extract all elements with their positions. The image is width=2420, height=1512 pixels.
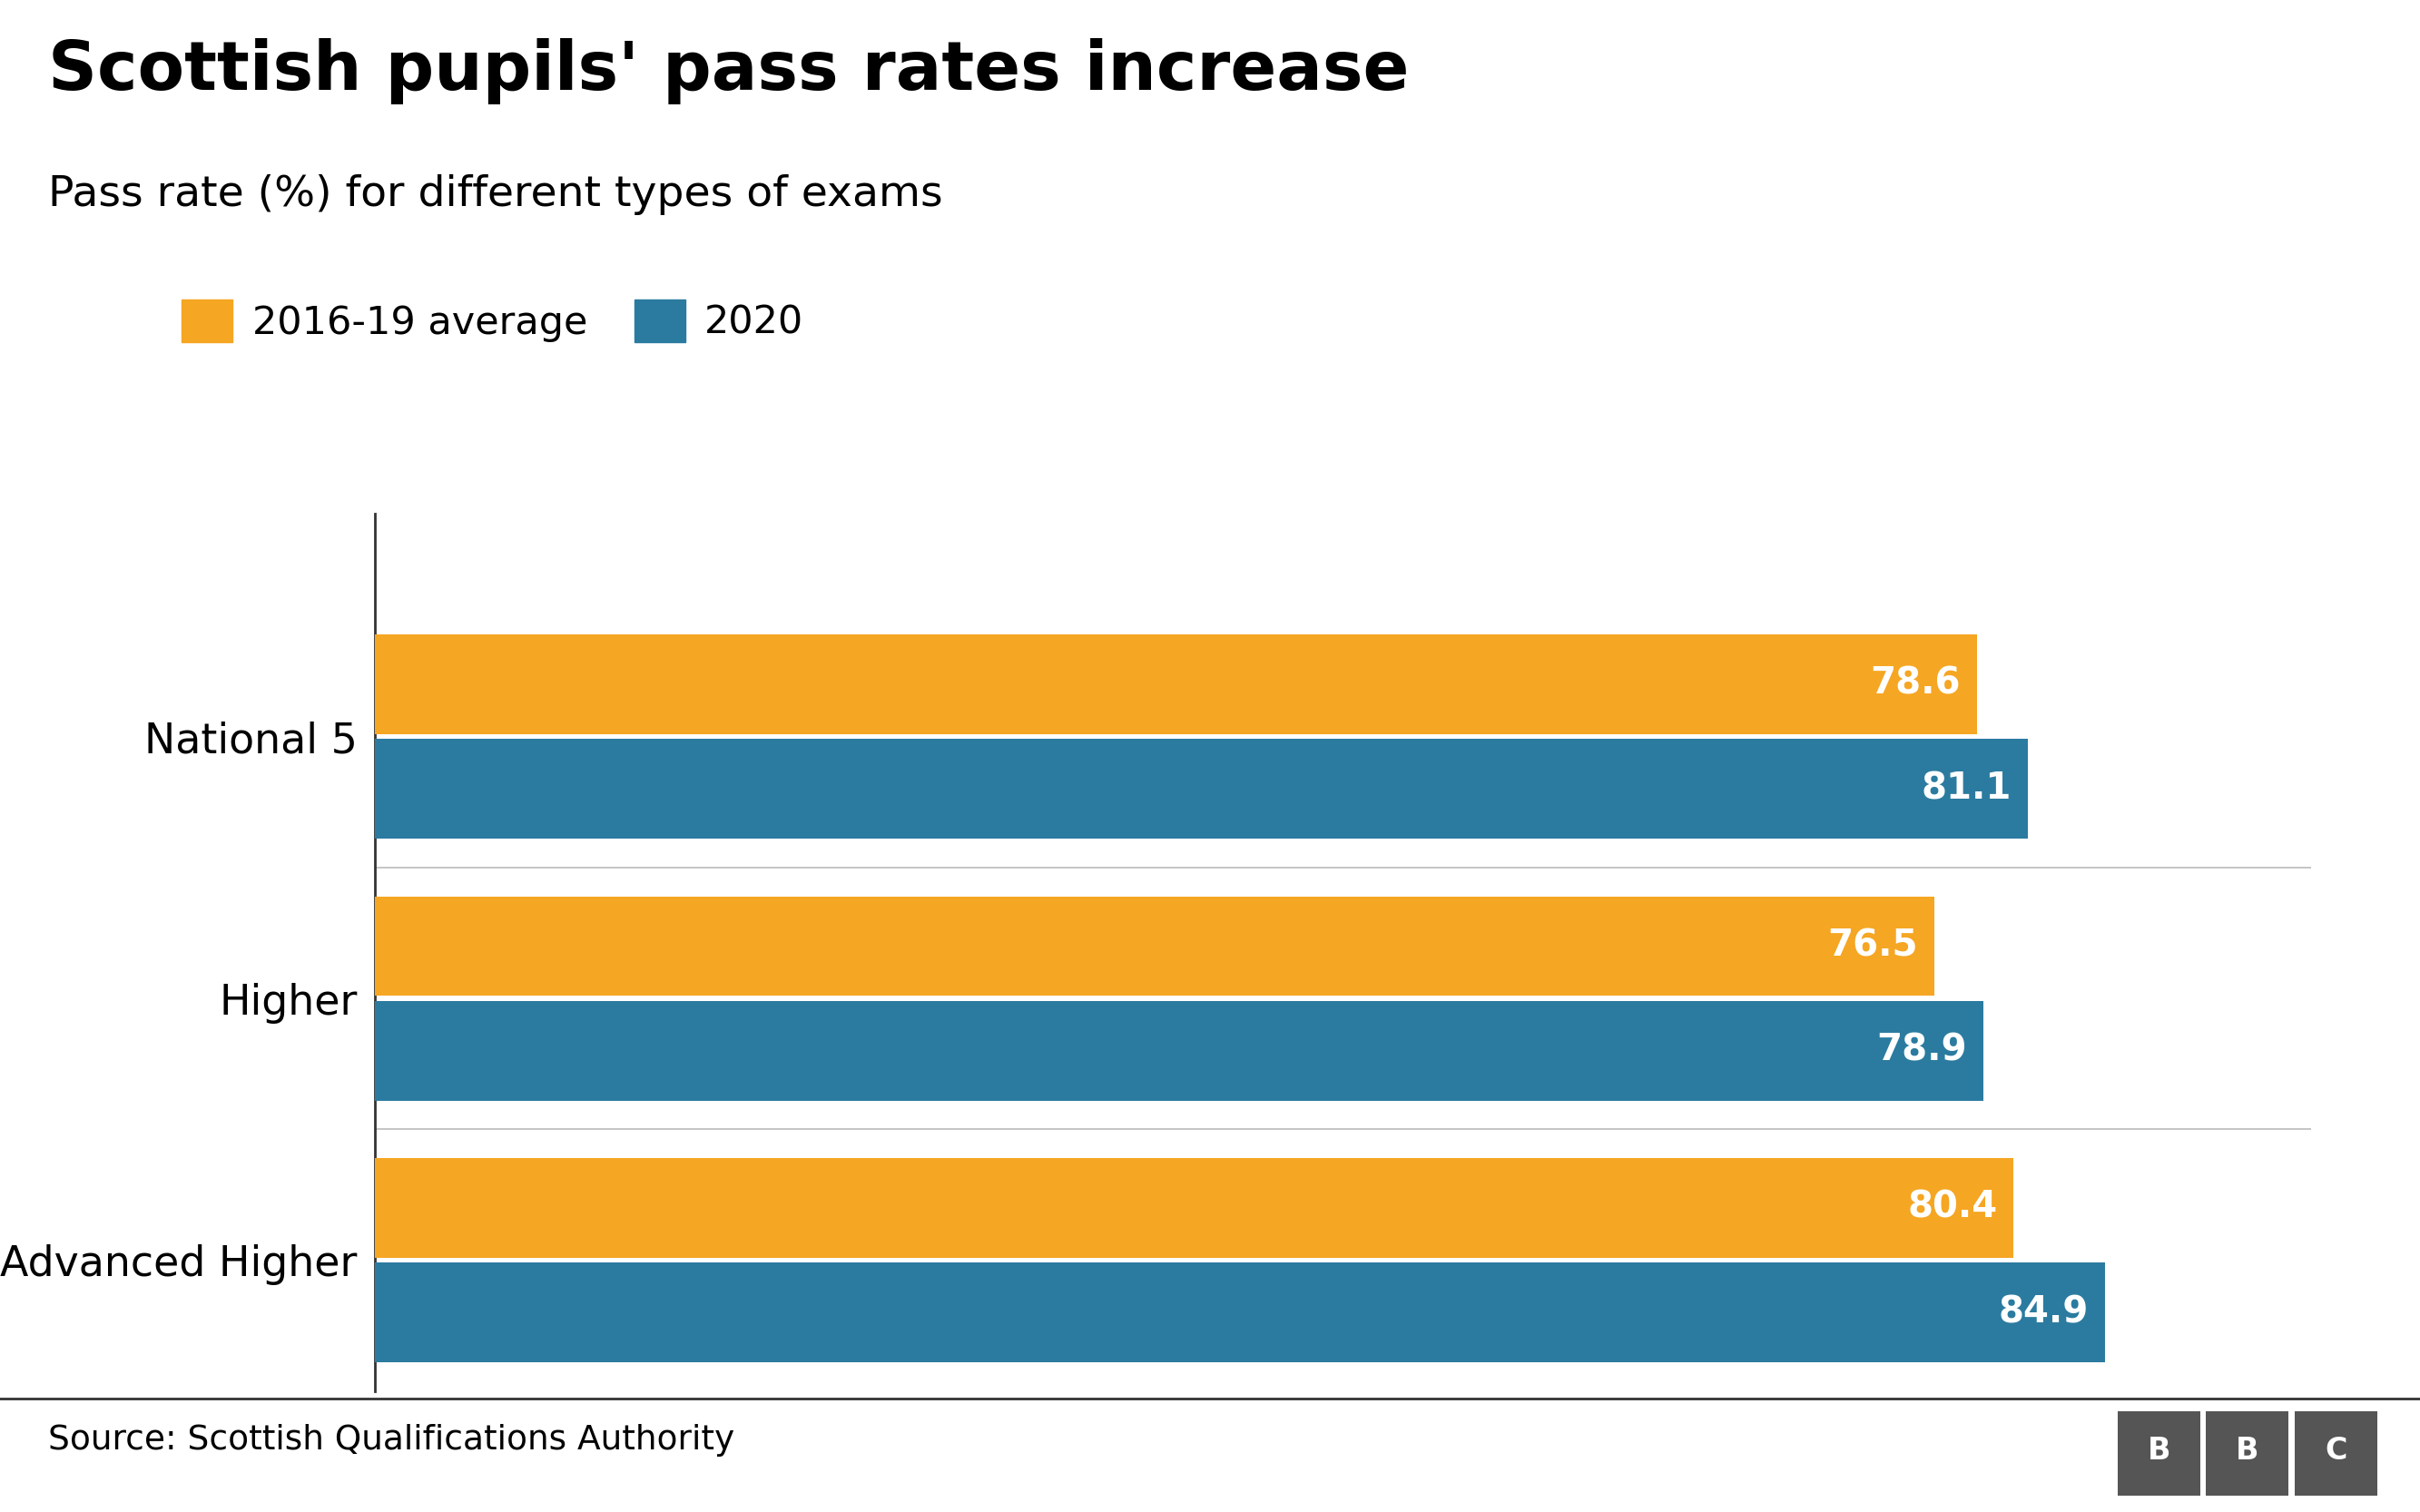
- Legend: 2016-19 average, 2020: 2016-19 average, 2020: [167, 284, 820, 357]
- FancyBboxPatch shape: [2207, 1411, 2289, 1495]
- FancyBboxPatch shape: [2294, 1411, 2376, 1495]
- Text: 84.9: 84.9: [1999, 1294, 2088, 1331]
- Bar: [375, 739, 2028, 839]
- Text: 78.9: 78.9: [1876, 1033, 1967, 1069]
- Text: Source: Scottish Qualifications Authority: Source: Scottish Qualifications Authorit…: [48, 1424, 736, 1458]
- Text: Scottish pupils' pass rates increase: Scottish pupils' pass rates increase: [48, 38, 1408, 104]
- Bar: [375, 1263, 2105, 1362]
- Text: B: B: [2147, 1436, 2171, 1467]
- FancyBboxPatch shape: [2118, 1411, 2200, 1495]
- Text: 78.6: 78.6: [1871, 667, 1960, 703]
- Text: 76.5: 76.5: [1827, 928, 1917, 965]
- Text: Pass rate (%) for different types of exams: Pass rate (%) for different types of exa…: [48, 174, 944, 215]
- Text: B: B: [2236, 1436, 2260, 1467]
- Bar: [375, 635, 1977, 733]
- Bar: [375, 1158, 2013, 1258]
- Text: 80.4: 80.4: [1907, 1190, 1996, 1226]
- Bar: [375, 1001, 1982, 1101]
- Text: 81.1: 81.1: [1921, 771, 2011, 807]
- Text: C: C: [2326, 1436, 2347, 1467]
- Bar: [375, 897, 1934, 996]
